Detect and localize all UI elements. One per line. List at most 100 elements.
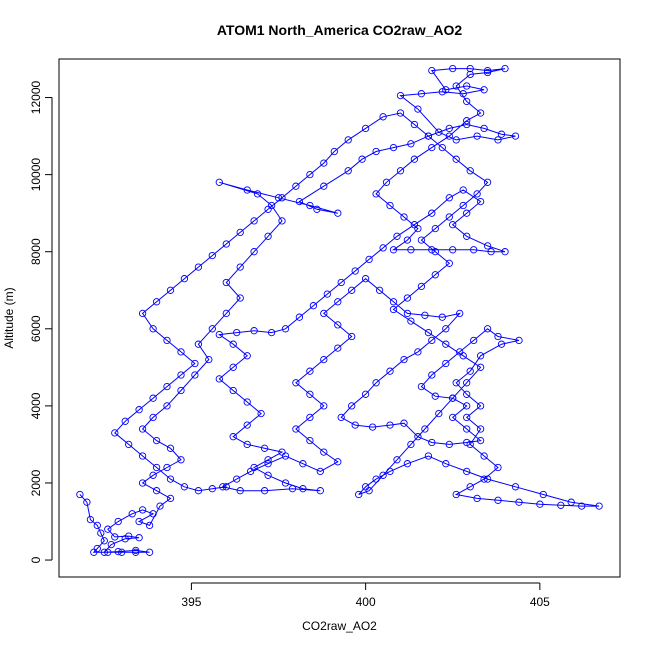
data-point	[361, 124, 370, 133]
data-point	[449, 64, 457, 73]
data-point	[365, 487, 373, 495]
data-point	[456, 309, 464, 318]
data-point	[320, 159, 328, 167]
data-point	[494, 463, 502, 472]
data-point	[264, 205, 272, 213]
data-point	[132, 548, 140, 556]
data-point	[497, 130, 506, 138]
data-point	[229, 386, 237, 395]
data-point	[483, 242, 492, 250]
data-point	[180, 483, 189, 491]
data-point	[138, 479, 147, 487]
data-point	[389, 143, 398, 152]
data-point	[515, 498, 523, 506]
data-point	[379, 113, 387, 121]
data-point	[476, 352, 485, 360]
data-point	[431, 248, 439, 256]
data-point	[166, 286, 175, 294]
data-point	[104, 548, 112, 556]
data-point	[163, 402, 171, 410]
data-point	[452, 379, 460, 387]
data-point	[403, 294, 412, 302]
data-point	[236, 294, 244, 302]
data-point	[236, 228, 244, 237]
data-point	[483, 325, 492, 333]
data-point	[476, 109, 485, 117]
data-point	[476, 197, 485, 206]
data-point	[365, 255, 373, 264]
data-point	[264, 456, 272, 464]
y-tick-label: 10000	[29, 158, 43, 192]
data-point	[463, 402, 471, 410]
data-point	[128, 510, 136, 518]
data-point	[473, 132, 481, 140]
data-point	[431, 271, 439, 279]
data-point	[511, 483, 520, 491]
data-point	[278, 217, 286, 225]
data-point	[438, 313, 446, 321]
data-point	[470, 336, 478, 345]
data-point	[414, 105, 422, 113]
data-point	[375, 286, 384, 294]
data-point	[476, 402, 485, 410]
data-point	[497, 340, 506, 348]
data-point	[431, 392, 439, 400]
x-tick-label: 405	[530, 595, 550, 609]
data-point	[438, 88, 446, 96]
data-point	[424, 132, 433, 140]
data-point	[463, 425, 471, 433]
data-point	[396, 109, 405, 117]
data-point	[372, 379, 380, 387]
data-point	[480, 475, 488, 483]
data-point	[386, 467, 394, 476]
data-point	[149, 394, 157, 402]
data-point	[487, 248, 495, 256]
data-point	[567, 498, 575, 506]
data-layer	[76, 64, 603, 556]
data-point	[400, 355, 408, 364]
data-point	[253, 190, 262, 198]
data-point	[449, 221, 457, 229]
data-point	[428, 336, 436, 345]
data-point	[595, 502, 603, 510]
data-point	[400, 213, 408, 221]
data-point	[309, 302, 318, 310]
data-point	[435, 128, 443, 136]
data-point	[351, 421, 359, 429]
data-point	[403, 236, 412, 244]
data-point	[466, 64, 474, 73]
data-point	[417, 236, 426, 244]
data-point	[163, 382, 171, 391]
data-point	[396, 167, 405, 175]
data-point	[100, 548, 108, 556]
data-point	[351, 267, 359, 275]
data-point	[138, 506, 147, 514]
data-point	[361, 390, 370, 398]
data-point	[177, 371, 185, 379]
data-point	[264, 471, 272, 479]
data-point	[334, 344, 342, 352]
data-point	[466, 440, 474, 449]
data-point	[445, 124, 453, 133]
x-tick-label: 395	[181, 595, 201, 609]
data-point	[438, 143, 446, 152]
data-point	[299, 485, 307, 493]
data-point	[191, 371, 199, 379]
data-point	[445, 259, 453, 267]
data-point	[281, 479, 290, 487]
data-point	[501, 248, 509, 256]
data-point	[86, 515, 95, 524]
data-point	[149, 413, 157, 422]
data-point	[135, 517, 143, 526]
data-point	[313, 205, 321, 213]
data-point	[473, 190, 481, 198]
y-tick-label: 6000	[29, 315, 43, 342]
data-point	[135, 406, 143, 414]
data-point	[295, 313, 304, 321]
data-point	[463, 97, 471, 106]
data-point	[463, 413, 471, 422]
data-point	[466, 367, 474, 375]
data-point	[222, 309, 230, 318]
data-point	[292, 425, 300, 433]
data-point	[431, 224, 439, 233]
